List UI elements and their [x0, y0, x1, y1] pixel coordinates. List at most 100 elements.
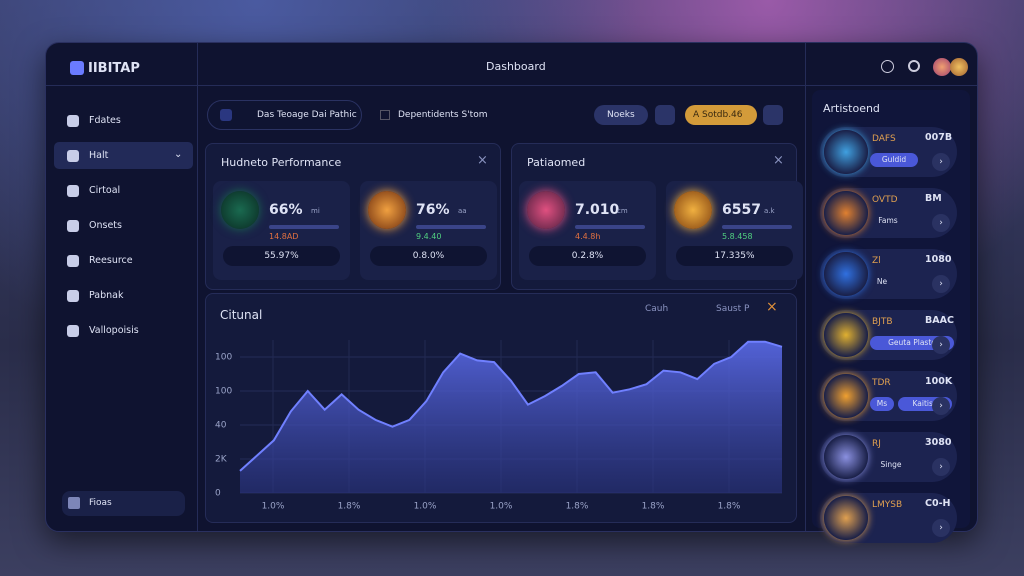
stat-foot [529, 246, 646, 266]
stat-change: 5.8.458 [722, 232, 753, 241]
stat-icon [368, 191, 406, 229]
item-action[interactable]: › [932, 397, 950, 415]
stat-unit: aa [458, 207, 467, 215]
legend-item: Saust P [716, 304, 750, 314]
x-tick-label: 1.0% [262, 502, 285, 512]
nav-icon [67, 185, 79, 197]
stat-value: 66% [269, 202, 303, 218]
item-icon [824, 252, 868, 296]
area [240, 341, 782, 493]
item-action[interactable]: › [932, 214, 950, 232]
icon-button[interactable] [763, 105, 783, 125]
item-name: Zl [872, 256, 881, 266]
y-tick-label: 100 [215, 387, 232, 397]
divider [197, 43, 198, 531]
item-action[interactable]: › [932, 458, 950, 476]
item-icon [824, 435, 868, 479]
nav-item[interactable]: Vallopoisis [89, 325, 139, 336]
x-tick-label: 1.0% [490, 502, 513, 512]
stat-value: 76% [416, 202, 450, 218]
right-panel-title: Artistoend [823, 102, 880, 115]
stat-value: 7.010 [575, 202, 620, 218]
legend-item: Cauh [645, 304, 669, 314]
panel-title: Hudneto Performance [221, 156, 342, 169]
filter-text: Depentidents S'tom [398, 110, 488, 120]
y-tick-label: 2K [215, 455, 228, 465]
item-tag[interactable]: Singe [880, 460, 902, 469]
avatar[interactable] [933, 58, 951, 76]
header-title: Dashboard [486, 60, 546, 73]
settings-icon[interactable] [881, 60, 894, 73]
stat-unit: mi [311, 207, 320, 215]
stat-icon [221, 191, 259, 229]
footer-icon [68, 497, 80, 509]
nav-item[interactable]: Fdates [89, 115, 121, 126]
checkbox[interactable] [380, 110, 390, 120]
item-icon [824, 313, 868, 357]
item-name: OVTD [872, 195, 898, 205]
item-tag[interactable]: Fams [878, 216, 898, 225]
y-tick-label: 0 [215, 489, 221, 499]
icon [220, 109, 232, 121]
footer-button[interactable] [62, 491, 185, 516]
item-tag[interactable]: Ne [876, 277, 888, 286]
x-tick-label: 1.8% [642, 502, 665, 512]
item-name: LMYSB [872, 500, 903, 510]
item-action[interactable]: › [932, 519, 950, 537]
item-name: BJTB [872, 317, 893, 327]
item-tag[interactable]: Ms [870, 397, 894, 411]
item-name: DAFS [872, 134, 896, 144]
stat-foot [223, 246, 340, 266]
stat-foot-text: 55.97% [264, 251, 299, 261]
stat-foot [370, 246, 487, 266]
nav-icon [67, 255, 79, 267]
search-icon[interactable] [908, 60, 920, 72]
item-value: 1080 [925, 254, 952, 265]
stat-icon [674, 191, 712, 229]
item-value: 007B [925, 132, 953, 143]
nav-item[interactable]: Cirtoal [89, 185, 121, 196]
nav-icon [67, 115, 79, 127]
close-icon[interactable]: × [477, 153, 488, 168]
progress [575, 225, 645, 229]
icon-button[interactable] [655, 105, 675, 125]
progress [722, 225, 792, 229]
stat-foot-text: 0.2.8% [571, 251, 604, 261]
footer-label: Fioas [89, 498, 112, 508]
search-box[interactable] [207, 100, 362, 130]
progress [416, 225, 486, 229]
nav-item[interactable]: Onsets [89, 220, 122, 231]
chevron: ⌄ [174, 149, 183, 160]
nav-item[interactable]: Pabnak [89, 290, 124, 301]
close-icon[interactable]: × [766, 299, 778, 315]
item-icon [824, 130, 868, 174]
item-name: TDR [872, 378, 891, 388]
nav-icon [67, 150, 79, 162]
item-name: RJ [872, 439, 881, 449]
nav-item[interactable]: Halt [89, 150, 109, 161]
avatar[interactable] [950, 58, 968, 76]
y-tick-label: 40 [215, 421, 227, 431]
logo [70, 61, 84, 75]
item-action[interactable]: › [932, 153, 950, 171]
item-value: BAAC [925, 315, 954, 326]
x-tick-label: 1.8% [338, 502, 361, 512]
close-icon[interactable]: × [773, 153, 784, 168]
line [239, 340, 783, 472]
button[interactable] [594, 105, 648, 125]
nav-icon [67, 325, 79, 337]
item-icon [824, 374, 868, 418]
item-tag[interactable]: Guldid [870, 153, 918, 167]
stat-unit: cm [617, 207, 628, 215]
item-action[interactable]: › [932, 336, 950, 354]
nav-item[interactable]: Reesurce [89, 255, 133, 266]
stat-change: 4.4.8h [575, 232, 601, 241]
progress [269, 225, 339, 229]
stat-foot [676, 246, 793, 266]
stat-change: 9.4.40 [416, 232, 442, 241]
button[interactable] [685, 105, 757, 125]
divider [805, 43, 806, 531]
stat-unit: a.k [764, 207, 775, 215]
item-action[interactable]: › [932, 275, 950, 293]
